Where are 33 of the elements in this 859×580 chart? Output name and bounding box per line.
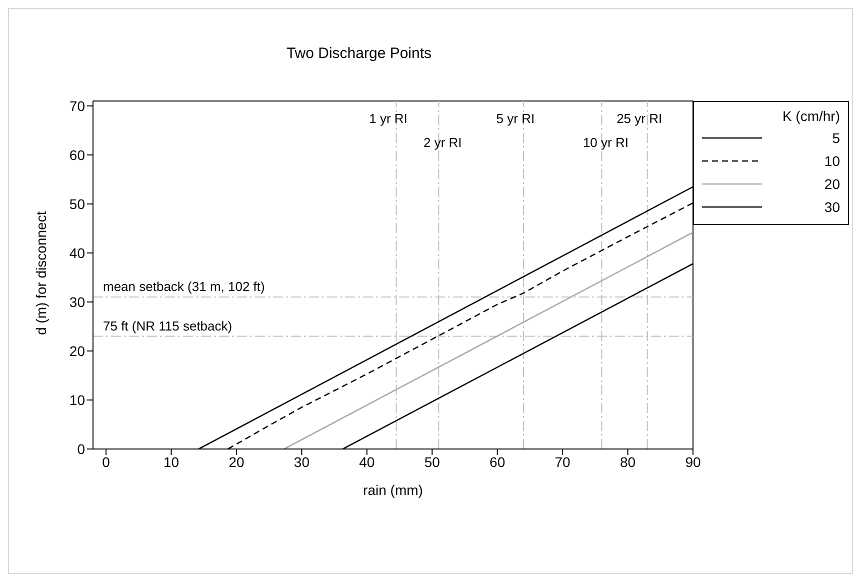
ref-line-label: 10 yr RI [582, 135, 628, 150]
x-tick-label: 60 [490, 454, 506, 470]
text: 10 [824, 152, 840, 168]
y-tick-label: 10 [69, 392, 86, 408]
text: 30 [824, 198, 840, 214]
ref-line-label: 2 yr RI [424, 135, 462, 150]
ref-line-label: 1 yr RI [369, 111, 408, 126]
x-tick-label: 50 [424, 454, 440, 470]
x-tick-label: 80 [620, 454, 636, 470]
y-tick-label: 50 [69, 196, 86, 212]
x-tick-label: 0 [102, 454, 110, 470]
ref-line-label: 75 ft (NR 115 setback) [103, 318, 232, 334]
x-tick-label: 90 [685, 454, 701, 470]
y-tick-label: 0 [77, 440, 86, 457]
x-tick-label: 20 [228, 454, 244, 470]
x-axis-title: rain (mm) [363, 482, 423, 498]
text: 5 [832, 130, 840, 146]
ref-line-label: 25 yr RI [616, 111, 662, 126]
y-tick-label: 70 [69, 98, 86, 114]
y-tick-label: 30 [69, 294, 86, 310]
y-tick-label: 20 [69, 342, 86, 359]
ref-line-label: mean setback (31 m, 102 ft) [103, 279, 265, 294]
y-tick-label: 40 [69, 244, 86, 261]
y-tick-label: 60 [69, 146, 86, 163]
x-tick-label: 40 [359, 454, 375, 470]
y-axis-title: d (m) for disconnect [32, 211, 49, 335]
legend-title: K (cm/hr) [781, 108, 840, 124]
chart-title: Two Discharge Points [285, 45, 433, 62]
ref-line-label: 5 yr RI [496, 111, 535, 126]
x-tick-label: 10 [163, 454, 180, 470]
x-tick-label: 30 [294, 454, 310, 470]
x-tick-label: 70 [554, 454, 571, 470]
text: 20 [824, 176, 840, 192]
